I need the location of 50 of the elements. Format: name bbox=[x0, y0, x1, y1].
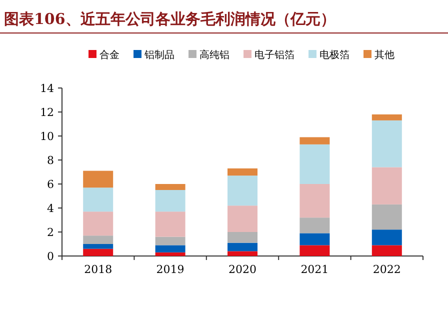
bar bbox=[155, 236, 186, 246]
bar bbox=[372, 167, 402, 204]
bar bbox=[372, 114, 402, 120]
bar bbox=[228, 168, 258, 176]
bar bbox=[228, 232, 258, 243]
legend-label: 其他 bbox=[374, 49, 394, 61]
bar bbox=[83, 188, 114, 212]
bar bbox=[300, 184, 330, 218]
legend-label: 电子铝箔 bbox=[254, 49, 294, 61]
x-tick-label: 2020 bbox=[228, 263, 256, 276]
bar bbox=[155, 190, 186, 212]
x-tick-label: 2018 bbox=[84, 263, 112, 276]
y-tick-label: 0 bbox=[47, 250, 54, 263]
bar bbox=[83, 244, 114, 249]
x-tick-label: 2021 bbox=[300, 263, 329, 276]
y-tick-label: 12 bbox=[40, 106, 54, 119]
bar bbox=[300, 137, 330, 144]
y-tick-label: 4 bbox=[47, 202, 54, 215]
bar bbox=[83, 170, 114, 188]
bar bbox=[372, 120, 402, 168]
legend-label: 铝制品 bbox=[144, 49, 174, 61]
bar bbox=[228, 206, 258, 232]
y-tick-label: 6 bbox=[47, 178, 54, 191]
bar bbox=[155, 245, 186, 252]
y-tick-label: 14 bbox=[40, 82, 54, 95]
bar bbox=[228, 242, 258, 252]
bar bbox=[372, 204, 402, 230]
bar bbox=[155, 212, 186, 237]
legend-label: 合金 bbox=[100, 49, 120, 61]
x-tick-label: 2022 bbox=[372, 263, 401, 276]
legend-label: 高纯铝 bbox=[200, 49, 230, 61]
bar bbox=[228, 251, 258, 256]
bar bbox=[83, 248, 114, 256]
bar bbox=[300, 218, 330, 234]
bar bbox=[372, 230, 402, 246]
title: 图表106、近五年公司各业务毛利润情况（亿元） bbox=[4, 10, 336, 28]
bar bbox=[155, 184, 186, 190]
bar bbox=[228, 176, 258, 206]
y-tick-label: 8 bbox=[47, 154, 54, 167]
x-tick-label: 2019 bbox=[156, 263, 184, 276]
bar bbox=[300, 233, 330, 246]
bar bbox=[83, 236, 114, 244]
bar bbox=[155, 252, 186, 256]
legend-label: 电极箔 bbox=[320, 49, 350, 61]
bar bbox=[300, 245, 330, 256]
bar bbox=[83, 212, 114, 236]
bar bbox=[372, 245, 402, 256]
y-tick-label: 2 bbox=[47, 226, 54, 239]
bar bbox=[300, 144, 330, 184]
y-tick-label: 10 bbox=[40, 130, 54, 143]
